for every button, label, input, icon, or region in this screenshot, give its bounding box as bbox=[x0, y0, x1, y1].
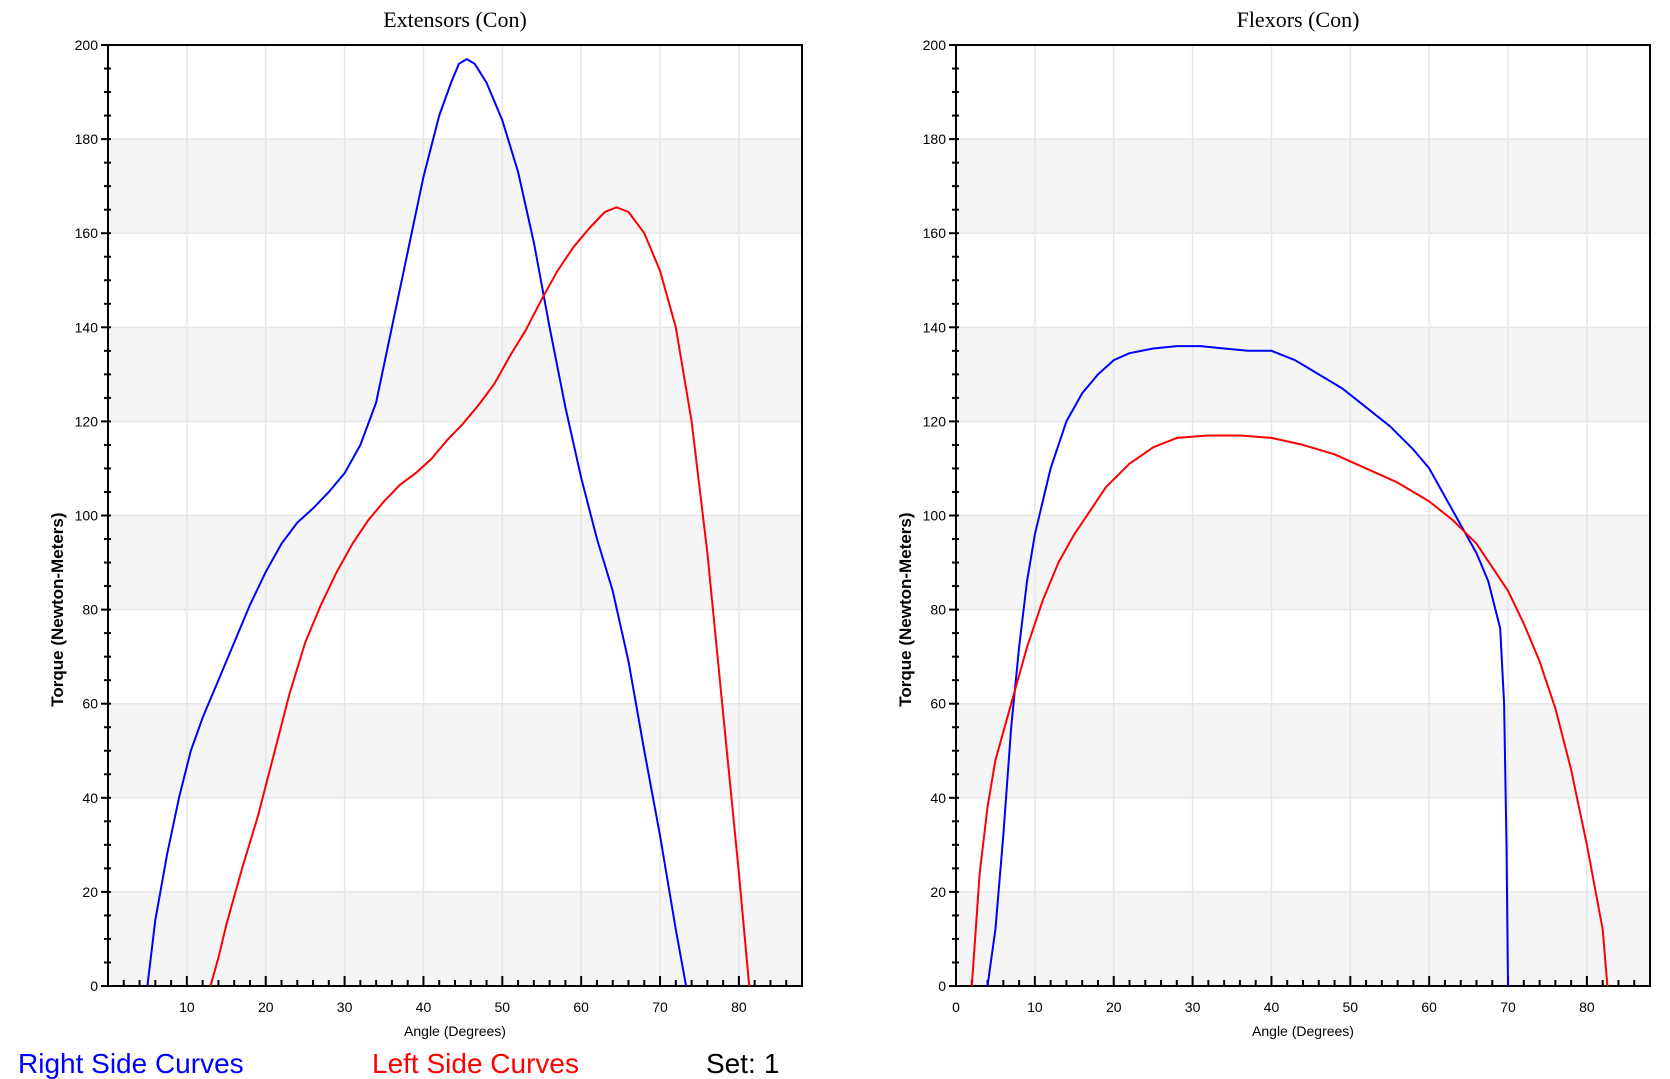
x-tick-label: 20 bbox=[1106, 999, 1122, 1015]
y-tick-label: 20 bbox=[82, 884, 98, 900]
y-tick-label: 200 bbox=[75, 37, 99, 53]
set-label: Set: bbox=[706, 1048, 756, 1079]
x-tick-label: 80 bbox=[731, 999, 747, 1015]
grid-band bbox=[108, 703, 802, 798]
grid-band bbox=[108, 891, 802, 986]
grid-band bbox=[956, 515, 1650, 610]
set-indicator: Set: 1 bbox=[706, 1050, 779, 1078]
x-tick-label: 80 bbox=[1579, 999, 1595, 1015]
left-side-curve bbox=[209, 206, 751, 987]
right-side-legend: Right Side Curves bbox=[18, 1048, 244, 1079]
y-tick-label: 120 bbox=[75, 413, 99, 429]
chart-flexors: 0 10 20 30 40 50 60 70 80 0 20 40 60 80 100 120 140 160 18… bbox=[896, 7, 1651, 1039]
y-tick-label: 100 bbox=[75, 508, 99, 524]
x-tick-label: 60 bbox=[1421, 999, 1437, 1015]
y-tick-label: 60 bbox=[930, 696, 946, 712]
y-tick-label: 0 bbox=[938, 978, 946, 994]
grid-band bbox=[108, 139, 802, 234]
y-tick-label: 80 bbox=[930, 602, 946, 618]
y-tick-label: 80 bbox=[82, 602, 98, 618]
chart-title: Extensors (Con) bbox=[383, 7, 527, 32]
x-tick-label: 50 bbox=[1343, 999, 1359, 1015]
grid-band bbox=[108, 515, 802, 610]
grid-band bbox=[956, 891, 1650, 986]
right-side-curve bbox=[146, 58, 688, 987]
x-tick-label: 60 bbox=[573, 999, 589, 1015]
grid-band bbox=[956, 327, 1650, 422]
x-tick-label: 70 bbox=[652, 999, 668, 1015]
grid-band bbox=[956, 139, 1650, 234]
y-tick-label: 0 bbox=[90, 978, 98, 994]
y-tick-label: 20 bbox=[930, 884, 946, 900]
x-axis-label: Angle (Degrees) bbox=[1252, 1023, 1354, 1039]
chart-title: Flexors (Con) bbox=[1237, 7, 1360, 32]
y-tick-label: 40 bbox=[930, 790, 946, 806]
x-axis-label: Angle (Degrees) bbox=[404, 1023, 506, 1039]
y-tick-label: 60 bbox=[82, 696, 98, 712]
right-side-curve bbox=[986, 345, 1509, 987]
y-axis-label: Torque (Newton-Meters) bbox=[896, 512, 915, 706]
y-tick-label: 180 bbox=[923, 131, 947, 147]
x-tick-label: 0 bbox=[952, 999, 960, 1015]
x-tick-label: 30 bbox=[1185, 999, 1201, 1015]
y-tick-label: 140 bbox=[75, 319, 99, 335]
y-tick-label: 40 bbox=[82, 790, 98, 806]
x-tick-label: 30 bbox=[337, 999, 353, 1015]
y-tick-label: 160 bbox=[923, 225, 947, 241]
x-tick-label: 10 bbox=[179, 999, 195, 1015]
set-value: 1 bbox=[763, 1048, 780, 1079]
y-axis-label: Torque (Newton-Meters) bbox=[48, 512, 67, 706]
x-tick-label: 50 bbox=[495, 999, 511, 1015]
x-tick-label: 40 bbox=[1264, 999, 1280, 1015]
y-tick-label: 140 bbox=[923, 319, 947, 335]
y-tick-label: 160 bbox=[75, 225, 99, 241]
y-tick-label: 120 bbox=[923, 413, 947, 429]
x-tick-label: 40 bbox=[416, 999, 432, 1015]
y-tick-label: 100 bbox=[923, 508, 947, 524]
x-tick-label: 20 bbox=[258, 999, 274, 1015]
left-side-curve bbox=[970, 434, 1609, 987]
chart-extensors: 10 20 30 40 50 60 70 80 0 20 40 60 80 100 120 140 160 180… bbox=[48, 7, 803, 1039]
grid-band bbox=[108, 327, 802, 422]
left-side-legend: Left Side Curves bbox=[372, 1048, 579, 1079]
grid-band bbox=[956, 703, 1650, 798]
y-tick-label: 200 bbox=[923, 37, 947, 53]
x-tick-label: 10 bbox=[1027, 999, 1043, 1015]
x-tick-label: 70 bbox=[1500, 999, 1516, 1015]
y-tick-label: 180 bbox=[75, 131, 99, 147]
